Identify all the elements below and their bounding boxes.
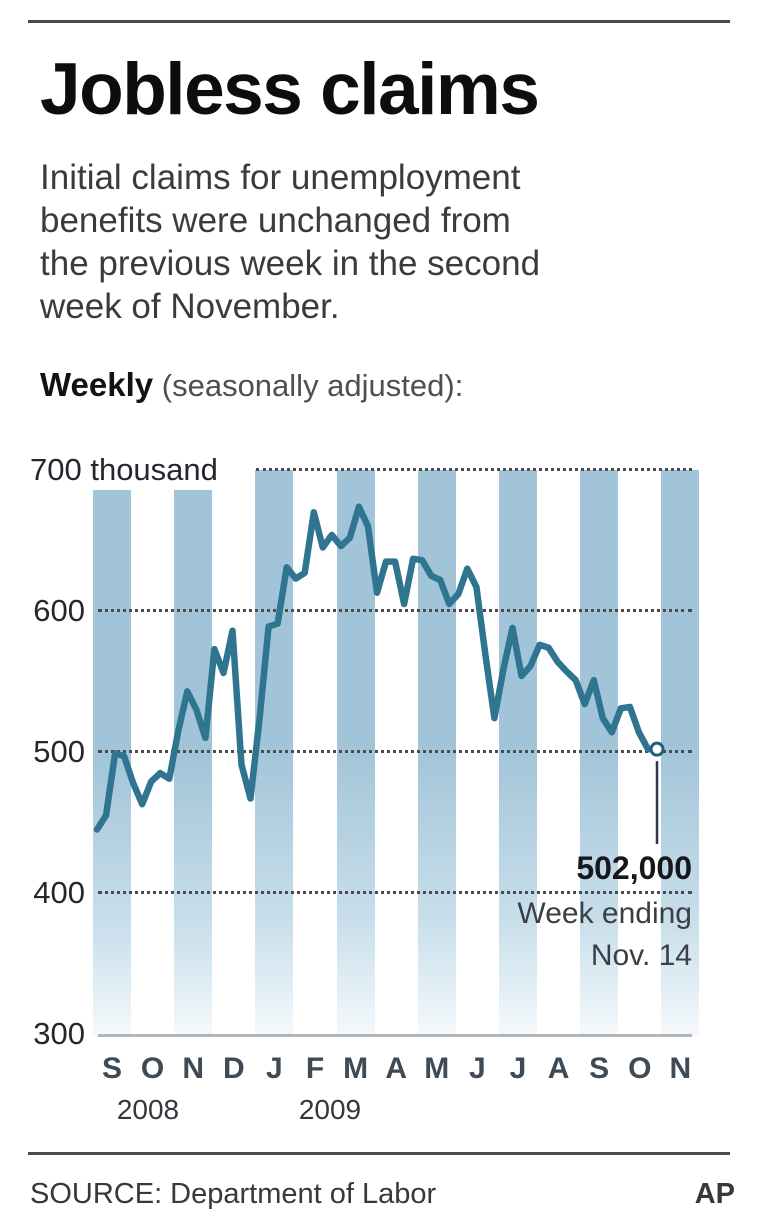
top-rule (28, 20, 730, 23)
month-label: N (182, 1052, 205, 1085)
latest-value-note-line2: Nov. 14 (590, 939, 692, 972)
month-label: S (101, 1052, 122, 1085)
y-tick-label-500: 500 (33, 734, 85, 769)
description-line: week of November. (40, 287, 340, 326)
month-label: S (589, 1052, 610, 1085)
source-credit: SOURCE: Department of Labor (30, 1178, 437, 1210)
month-label: D (222, 1052, 245, 1085)
month-label: M (424, 1052, 450, 1085)
month-label: A (385, 1052, 408, 1085)
latest-value-callout: 502,000 (576, 850, 692, 886)
month-shade-band (661, 470, 700, 1036)
y-tick-label-300: 300 (33, 1016, 85, 1051)
y-tick-label-700: 700 thousand (30, 452, 218, 487)
latest-value-note-line1: Week ending (517, 897, 692, 930)
month-label: J (469, 1052, 486, 1085)
page-title: Jobless claims (40, 49, 540, 130)
month-label: N (669, 1052, 692, 1085)
month-label: O (140, 1052, 165, 1085)
description-line: the previous week in the second (40, 244, 541, 283)
description-line: benefits were unchanged from (40, 201, 511, 240)
year-label-2008: 2008 (116, 1094, 180, 1125)
description-line: Initial claims for unemployment (40, 158, 521, 197)
series-caption-note: (seasonally adjusted): (161, 368, 464, 403)
month-label: J (509, 1052, 527, 1085)
x-axis-baseline (98, 1034, 692, 1037)
month-label: F (305, 1052, 325, 1085)
month-label: O (628, 1052, 652, 1085)
month-label: A (547, 1052, 570, 1085)
month-label: M (343, 1052, 369, 1085)
gridline-400 (98, 891, 692, 894)
series-caption: Weekly (seasonally adjusted): (40, 366, 463, 404)
bottom-rule (28, 1152, 730, 1155)
series-caption-bold: Weekly (40, 366, 154, 403)
month-label: J (266, 1052, 283, 1085)
chart-description: Initial claims for unemployment benefits… (40, 156, 540, 328)
ap-credit: AP (694, 1178, 735, 1210)
gridline-700 (256, 468, 692, 471)
y-tick-label-600: 600 (33, 593, 85, 628)
y-tick-label-400: 400 (33, 875, 85, 910)
year-label-2009: 2009 (298, 1094, 362, 1125)
